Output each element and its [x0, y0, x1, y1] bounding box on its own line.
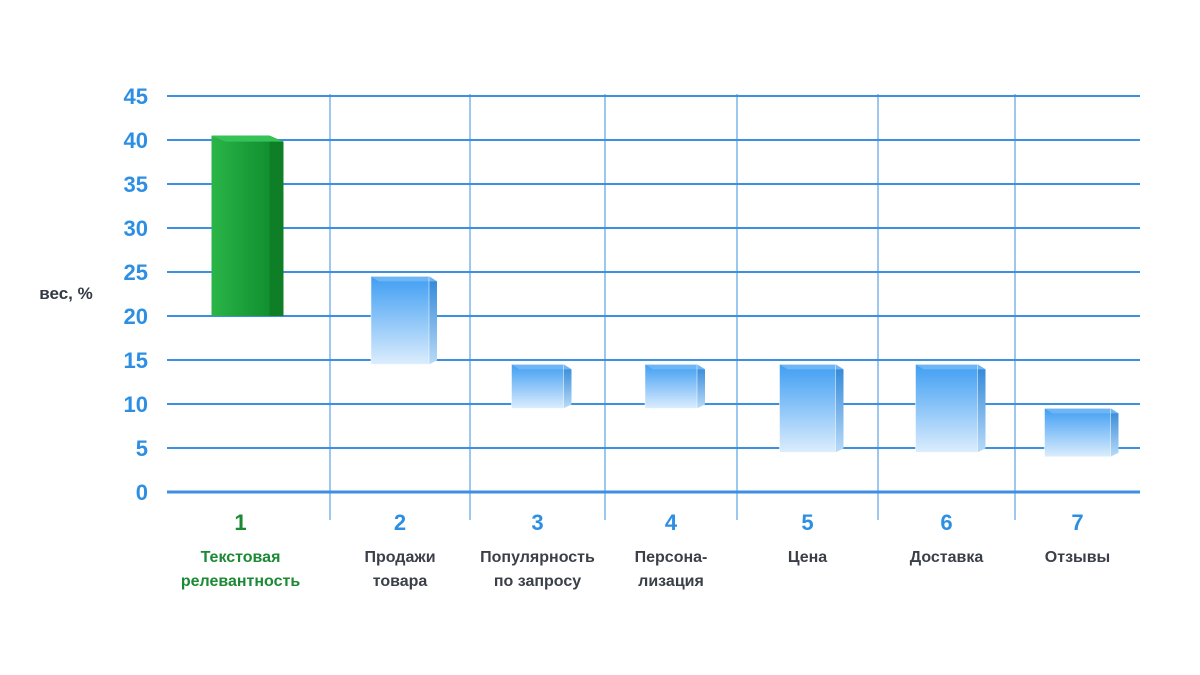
bar-top — [511, 364, 572, 370]
bar-top — [645, 364, 705, 370]
bar-outline — [779, 363, 836, 453]
bar — [211, 135, 284, 316]
x-category-label: Отзывы — [1045, 549, 1110, 566]
x-category-number: 5 — [801, 510, 813, 535]
y-tick-label: 45 — [124, 84, 148, 109]
bar — [644, 363, 705, 409]
x-category-label: товара — [373, 573, 428, 590]
bar-front — [211, 135, 270, 316]
bar-side — [563, 364, 572, 409]
y-tick-label: 5 — [136, 436, 148, 461]
bar-side — [835, 364, 844, 453]
bar-front — [371, 276, 429, 365]
bar-side — [977, 364, 986, 453]
x-category-label: релевантность — [181, 573, 301, 590]
x-category-label: Продажи — [364, 549, 435, 566]
bar-side — [697, 364, 705, 409]
x-category-label: Цена — [788, 549, 827, 566]
bar-outline — [915, 363, 978, 453]
bar-top — [371, 276, 437, 282]
bar-front — [915, 364, 978, 453]
x-category-number: 7 — [1071, 510, 1083, 535]
x-category-number: 1 — [234, 510, 246, 535]
x-category-label: Текстовая — [201, 549, 281, 566]
y-tick-label: 40 — [124, 128, 148, 153]
y-tick-label: 20 — [124, 304, 148, 329]
bar-side — [269, 135, 284, 316]
bar-front — [511, 364, 564, 409]
bars — [211, 135, 1119, 458]
y-axis-label: вес, % — [39, 284, 92, 303]
x-category-number: 2 — [394, 510, 406, 535]
bar-outline — [644, 363, 698, 409]
bar — [511, 363, 572, 409]
y-tick-label: 25 — [124, 260, 148, 285]
x-category-label: Популярность — [480, 549, 595, 566]
y-tick-label: 0 — [136, 480, 148, 505]
x-category-label: по запросу — [494, 573, 581, 590]
bar-top — [915, 364, 986, 370]
labels: 0510152025303540451Текстоваярелевантност… — [124, 84, 1111, 590]
x-category-label: лизация — [638, 573, 704, 590]
y-tick-label: 10 — [124, 392, 148, 417]
x-category-number: 4 — [665, 510, 678, 535]
bar-top — [211, 135, 284, 142]
bar-front — [645, 364, 697, 409]
bar — [779, 363, 844, 453]
bar-front — [1044, 408, 1111, 457]
bar-outline — [370, 275, 430, 365]
bar — [915, 363, 986, 453]
y-tick-label: 35 — [124, 172, 148, 197]
bar-outline — [1044, 407, 1111, 458]
bar-outline — [511, 363, 564, 409]
grid — [167, 94, 1140, 520]
bar-top — [1044, 408, 1119, 414]
x-category-number: 3 — [531, 510, 543, 535]
bar-side — [1110, 408, 1119, 457]
bar-side — [429, 276, 437, 365]
bar — [1044, 407, 1119, 458]
bar-top — [779, 364, 844, 370]
bar-front — [779, 364, 836, 453]
x-category-label: Персона- — [635, 549, 708, 566]
x-category-label: Доставка — [910, 549, 984, 566]
x-category-number: 6 — [940, 510, 952, 535]
y-tick-label: 15 — [124, 348, 148, 373]
y-tick-label: 30 — [124, 216, 148, 241]
bar — [370, 275, 437, 365]
